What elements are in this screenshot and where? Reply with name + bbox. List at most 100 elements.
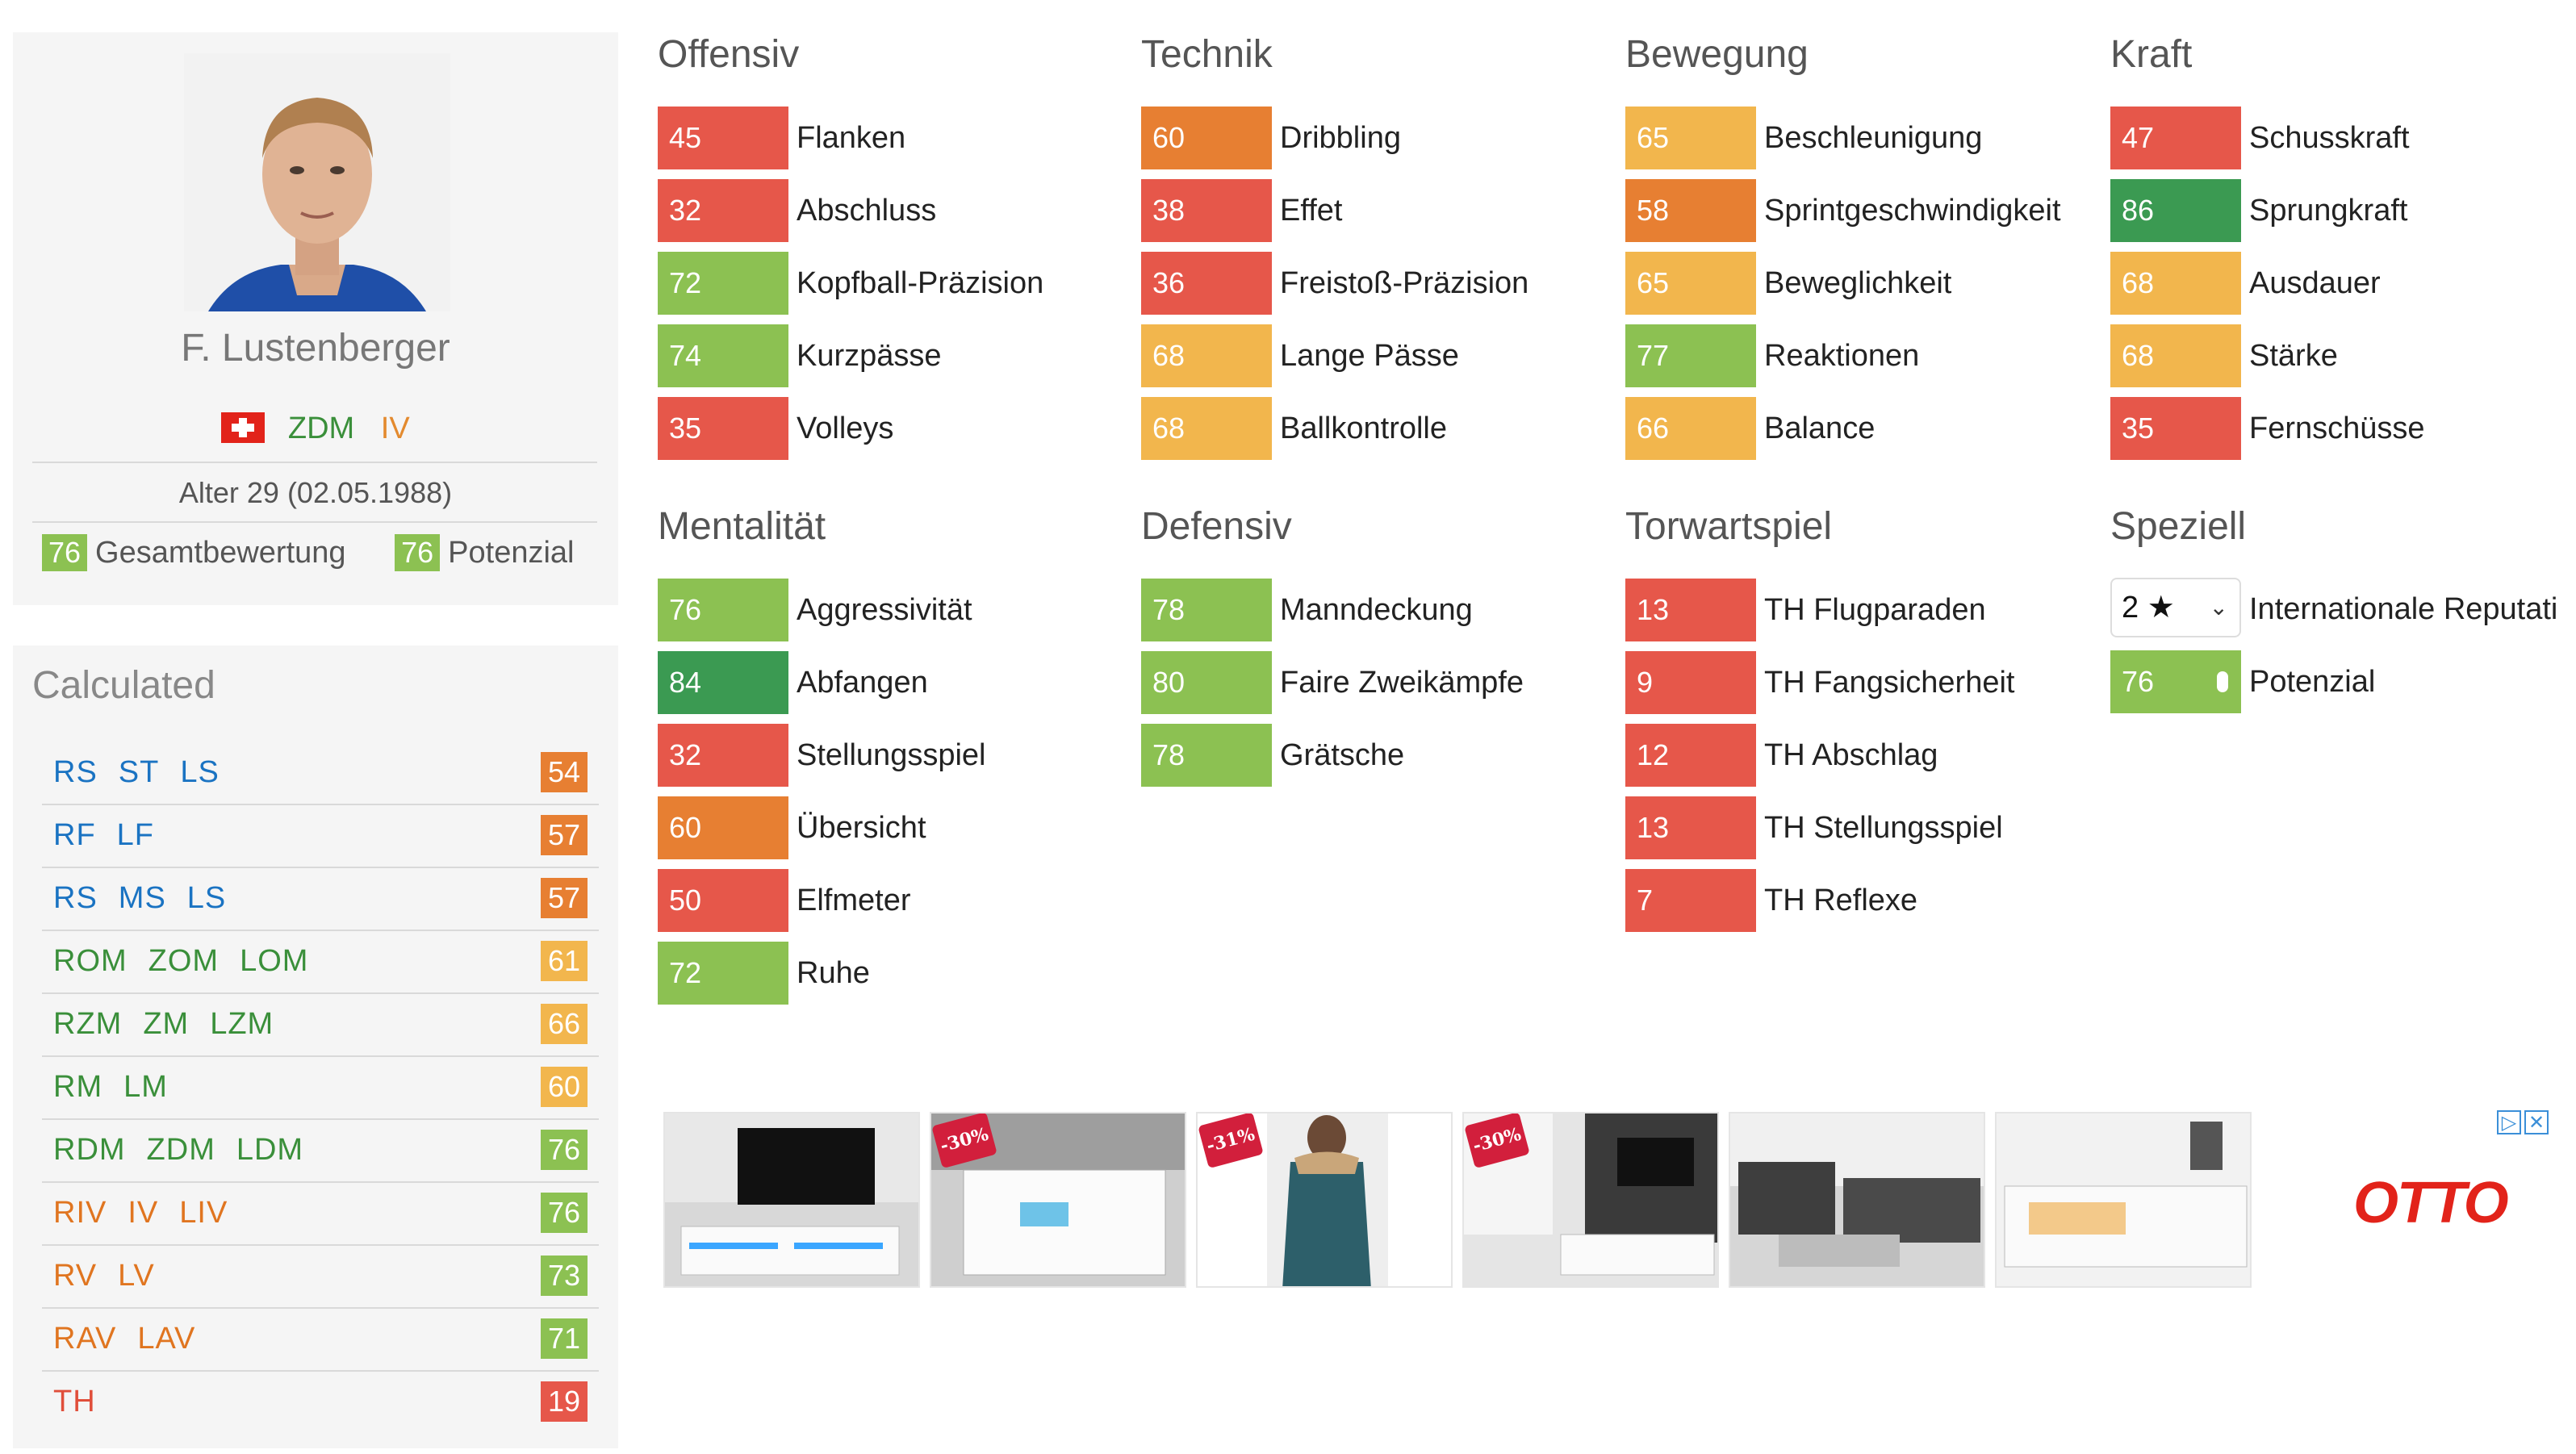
position-link[interactable]: ST [118,755,160,789]
position-link[interactable]: LS [186,881,227,915]
position-link[interactable]: LAV [137,1322,196,1356]
stat-value: 47 [2110,107,2241,169]
close-ad-icon[interactable]: ✕ [2524,1110,2549,1134]
position-link[interactable]: RDM [53,1133,126,1167]
stat-label: TH Abschlag [1764,738,1938,772]
position-link[interactable]: RS [53,755,98,789]
stat-label: TH Stellungsspiel [1764,811,2003,845]
section-title-speziell: Speziell [2110,505,2247,548]
section-title-kraft: Kraft [2110,33,2193,76]
calculated-row: RF LF 57 [42,805,599,868]
position-link[interactable]: RS [53,881,98,915]
stat-row: 84 Abfangen [658,651,1110,714]
stat-row: 78 Manndeckung [1141,579,1593,641]
position-link[interactable]: LV [118,1259,155,1293]
position-link[interactable]: MS [118,881,166,915]
calculated-value: 66 [541,1004,588,1044]
player-age: Alter 29 (02.05.1988) [178,476,453,509]
position-link[interactable]: RV [53,1259,98,1293]
stat-row: 58 Sprintgeschwindigkeit [1625,179,2077,242]
stat-value: 60 [1141,107,1272,169]
position-link[interactable]: RIV [53,1196,107,1230]
position-link[interactable]: LS [180,755,220,789]
ad-tile-sofa[interactable] [1729,1112,1985,1288]
stat-label: Übersicht [797,811,926,845]
otto-logo[interactable]: OTTO [2353,1171,2509,1235]
divider [32,462,597,463]
calculated-positions: ROM ZOM LOM [53,944,329,979]
stat-value: 50 [658,869,788,932]
calculated-value: 76 [541,1193,588,1233]
stat-row: 78 Grätsche [1141,724,1593,787]
position-link[interactable]: RZM [53,1007,123,1041]
stat-row: 72 Kopfball-Präzision [658,252,1110,315]
ad-tile-lowboard[interactable] [1995,1112,2252,1288]
stat-value: 78 [1141,724,1272,787]
secondary-position: IV [380,412,410,445]
stat-value: 78 [1141,579,1272,641]
potential-stepper-value: 76 [2122,665,2155,698]
stat-value: 12 [1625,724,1756,787]
stat-row: 9 TH Fangsicherheit [1625,651,2077,714]
stat-row: 35 Fernschüsse [2110,397,2562,460]
position-link[interactable]: ZOM [148,944,220,978]
stat-label: Ballkontrolle [1280,412,1447,445]
potential-rating-badge: 76 [395,534,441,571]
ad-banner[interactable]: -30% -31% -30% [663,1112,2560,1289]
stat-label: Abfangen [797,666,928,700]
stat-value: 32 [658,179,788,242]
stat-value: 65 [1625,252,1756,315]
stepper-handle-icon[interactable] [2217,671,2228,692]
calculated-row: RDM ZDM LDM 76 [42,1120,599,1183]
position-link[interactable]: IV [128,1196,159,1230]
calculated-row: RZM ZM LZM 66 [42,994,599,1057]
ad-tile-living-room[interactable]: -30% [1462,1112,1719,1288]
stat-row: 32 Abschluss [658,179,1110,242]
position-link[interactable]: TH [53,1385,96,1418]
ad-tile-jacket[interactable]: -31% [1196,1112,1453,1288]
stat-value: 35 [2110,397,2241,460]
position-link[interactable]: LF [116,818,155,852]
calculated-row: ROM ZOM LOM 61 [42,931,599,994]
calculated-positions: RV LV [53,1259,176,1293]
position-link[interactable]: LDM [236,1133,304,1167]
calculated-value: 57 [541,815,588,855]
stat-row: 13 TH Flugparaden [1625,579,2077,641]
calculated-positions: RS MS LS [53,881,247,916]
calculated-value: 61 [541,941,588,981]
position-link[interactable]: ZM [143,1007,190,1041]
adchoices-icon[interactable]: ▷ [2497,1110,2521,1134]
calculated-positions: RS ST LS [53,755,240,790]
position-link[interactable]: LZM [210,1007,274,1041]
stat-label: Abschluss [797,194,937,228]
stat-label: Stellungsspiel [797,738,986,772]
position-link[interactable]: RF [53,818,96,852]
ad-tile-tv-stand[interactable] [663,1112,920,1288]
calculated-positions: RF LF [53,818,175,853]
stat-label: Lange Pässe [1280,339,1459,373]
stat-row: 76 Aggressivität [658,579,1110,641]
position-link[interactable]: LIV [179,1196,228,1230]
reputation-select[interactable]: 2 ★ ⌄ [2110,578,2241,637]
calculated-value: 54 [541,752,588,792]
calculated-row: RIV IV LIV 76 [42,1183,599,1246]
player-card: F. Lustenberger ZDM IV Alter 29 (02.05.1… [13,32,618,605]
position-link[interactable]: ZDM [146,1133,215,1167]
stat-label: TH Reflexe [1764,884,1918,917]
calculated-title: Calculated [32,664,215,707]
potential-stepper[interactable]: 76 [2110,650,2241,713]
position-link[interactable]: RM [53,1070,103,1104]
calculated-row: RM LM 60 [42,1057,599,1120]
position-link[interactable]: ROM [53,944,128,978]
calculated-value: 19 [541,1381,588,1422]
potential-stepper-label: Potenzial [2249,665,2376,699]
position-link[interactable]: LM [123,1070,168,1104]
stat-row: 80 Faire Zweikämpfe [1141,651,1593,714]
stat-value: 13 [1625,579,1756,641]
stat-label: Balance [1764,412,1876,445]
position-link[interactable]: RAV [53,1322,117,1356]
calculated-row: RV LV 73 [42,1246,599,1309]
stat-value: 68 [2110,252,2241,315]
ad-tile-sideboard[interactable]: -30% [930,1112,1186,1288]
position-link[interactable]: LOM [240,944,309,978]
